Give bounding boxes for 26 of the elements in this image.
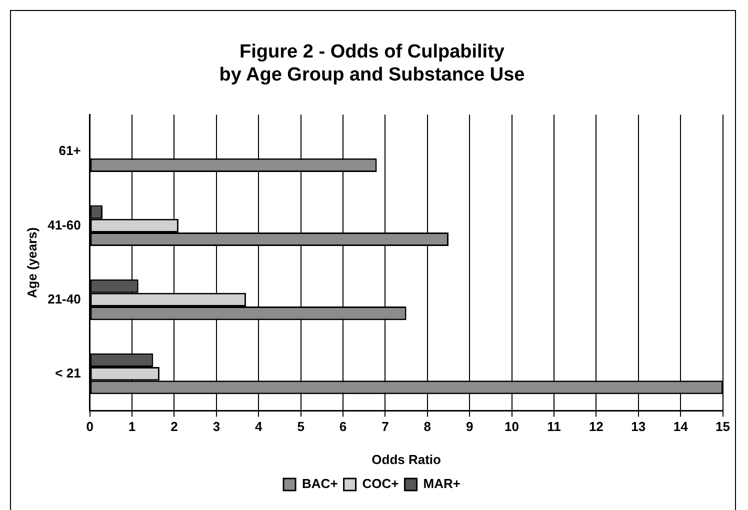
- legend-label: BAC+: [302, 476, 338, 492]
- x-tick-label: 7: [382, 419, 389, 434]
- x-tick-label: 4: [255, 419, 264, 434]
- x-tick-label: 12: [588, 419, 604, 434]
- x-tick-label: 6: [339, 419, 347, 434]
- x-tick-label: 10: [504, 419, 520, 434]
- x-tick-label: 9: [466, 419, 474, 434]
- y-tick-label: 61+: [58, 143, 82, 158]
- legend-label: MAR+: [423, 476, 461, 492]
- x-tick-label: 11: [547, 419, 561, 434]
- x-tick-label: 15: [716, 419, 730, 434]
- y-tick-label: 21-40: [48, 291, 81, 306]
- x-tick-label: 2: [170, 419, 178, 434]
- chart-title: Figure 2 - Odds of Culpability by Age Group and Substance Use: [219, 42, 525, 86]
- y-axis-title: Age (years): [24, 227, 40, 298]
- x-tick-label: 13: [631, 419, 646, 434]
- x-tick-label: 0: [86, 419, 94, 434]
- y-tick-label: < 21: [55, 365, 81, 380]
- legend-label: COC+: [362, 476, 400, 492]
- x-axis-title: Odds Ratio: [372, 452, 442, 467]
- x-tick-label: 5: [297, 419, 304, 434]
- x-tick-label: 14: [673, 419, 689, 434]
- x-tick-label: 8: [424, 419, 432, 434]
- x-tick-label: 1: [128, 419, 136, 434]
- x-tick-label: 3: [212, 419, 220, 434]
- y-tick-label: 41-60: [48, 217, 81, 232]
